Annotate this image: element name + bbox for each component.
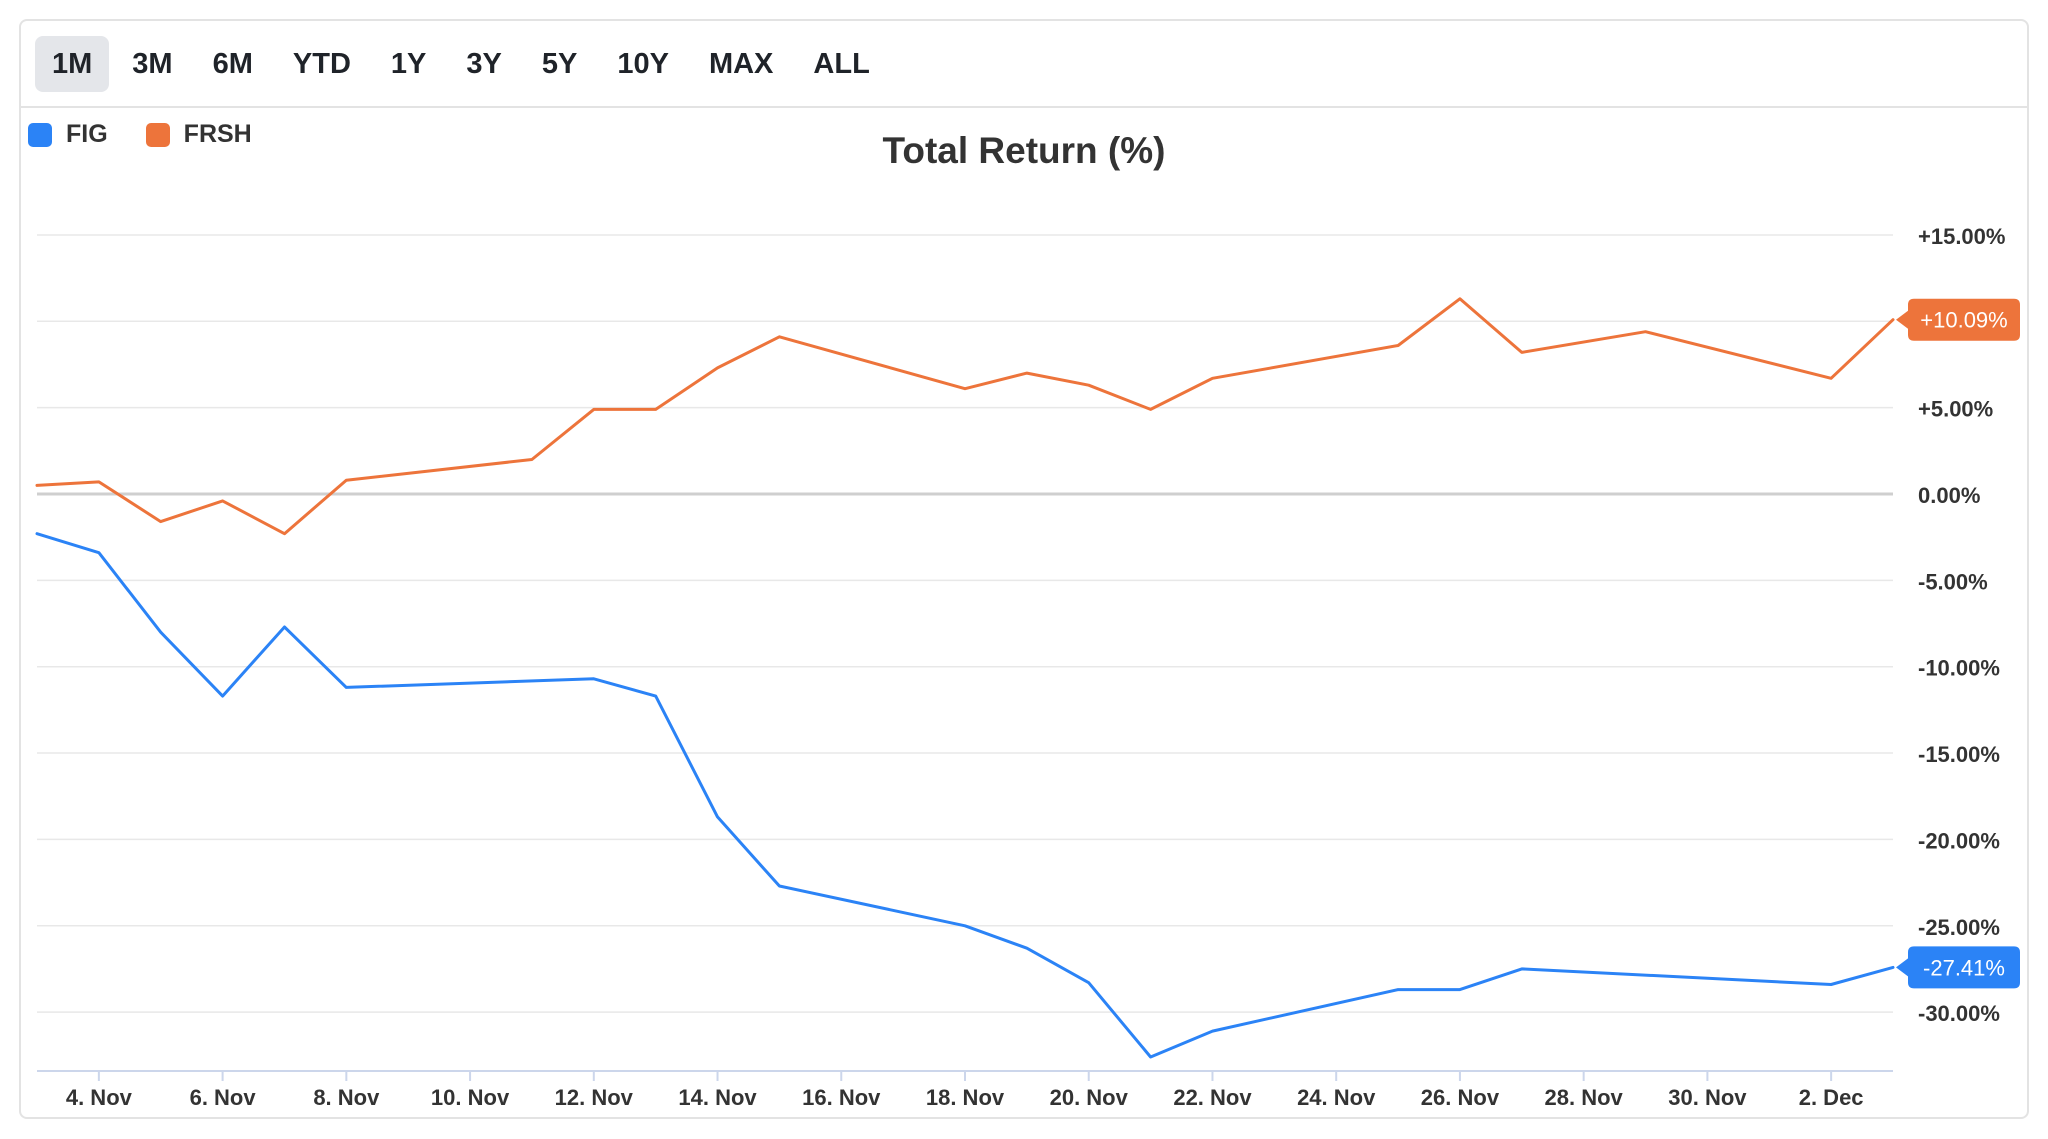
- last-value-badge-fig: [1896, 946, 2020, 989]
- series-line-frsh: [35, 297, 1895, 536]
- y-tick-label: +15.00%: [1918, 224, 2005, 249]
- chart-title: Total Return (%): [882, 130, 1166, 171]
- range-button-all[interactable]: ALL: [813, 47, 870, 80]
- x-tick-label: 28. Nov: [1545, 1085, 1624, 1110]
- range-button-max[interactable]: MAX: [708, 47, 774, 80]
- legend-swatch-frsh: [145, 122, 170, 147]
- y-tick-label: -5.00%: [1918, 569, 1988, 594]
- last-value-label-fig: -27.41%: [1923, 955, 2005, 980]
- x-tick-label: 12. Nov: [555, 1085, 634, 1110]
- legend-item-frsh[interactable]: FRSH: [145, 120, 252, 149]
- range-button-1y[interactable]: 1Y: [390, 47, 427, 80]
- legend-swatch-fig: [28, 122, 52, 147]
- series-line-fig: [35, 532, 1895, 1059]
- x-tick-label: 8. Nov: [313, 1085, 380, 1110]
- y-tick-label: -20.00%: [1918, 828, 2000, 853]
- y-tick-label: -30.00%: [1918, 1001, 2000, 1026]
- x-tick-label: 20. Nov: [1050, 1085, 1129, 1110]
- range-selector: 1M 3M 6M YTD 1Y 3Y 5Y 10Y MAX ALL: [21, 21, 2027, 108]
- x-tick-label: 26. Nov: [1421, 1085, 1500, 1110]
- range-button-ytd[interactable]: YTD: [292, 47, 351, 80]
- x-tick-label: 2. Dec: [1799, 1085, 1864, 1110]
- last-value-badge-frsh: [1896, 298, 2020, 341]
- range-button-10y[interactable]: 10Y: [617, 47, 669, 80]
- legend-label-fig: FIG: [66, 120, 108, 148]
- chart-legend: FIG FRSH: [28, 120, 252, 149]
- y-tick-label: -10.00%: [1918, 656, 2000, 681]
- range-button-5y[interactable]: 5Y: [541, 47, 578, 80]
- y-tick-label: 0.00%: [1918, 483, 1980, 508]
- x-tick-label: 10. Nov: [431, 1085, 510, 1110]
- x-tick-label: 30. Nov: [1668, 1085, 1747, 1110]
- x-tick-label: 14. Nov: [678, 1085, 757, 1110]
- range-button-3y[interactable]: 3Y: [466, 47, 502, 80]
- x-tick-label: 22. Nov: [1173, 1085, 1252, 1110]
- y-tick-label: -15.00%: [1918, 742, 2000, 767]
- range-button-6m[interactable]: 6M: [212, 47, 253, 80]
- chart-card: 1M 3M 6M YTD 1Y 3Y 5Y 10Y MAX ALL: [19, 19, 2029, 1119]
- x-tick-label: 18. Nov: [926, 1085, 1005, 1110]
- y-tick-label: -25.00%: [1918, 915, 2000, 940]
- last-value-label-frsh: +10.09%: [1920, 308, 2007, 333]
- range-button-1m[interactable]: 1M: [35, 35, 110, 92]
- legend-item-fig[interactable]: FIG: [28, 120, 108, 149]
- legend-label-frsh: FRSH: [183, 120, 252, 148]
- x-tick-label: 4. Nov: [66, 1085, 133, 1110]
- x-tick-label: 24. Nov: [1297, 1085, 1376, 1110]
- x-tick-label: 6. Nov: [190, 1085, 257, 1110]
- x-tick-label: 16. Nov: [802, 1085, 881, 1110]
- y-tick-label: +5.00%: [1918, 397, 1993, 422]
- range-button-3m[interactable]: 3M: [132, 47, 173, 80]
